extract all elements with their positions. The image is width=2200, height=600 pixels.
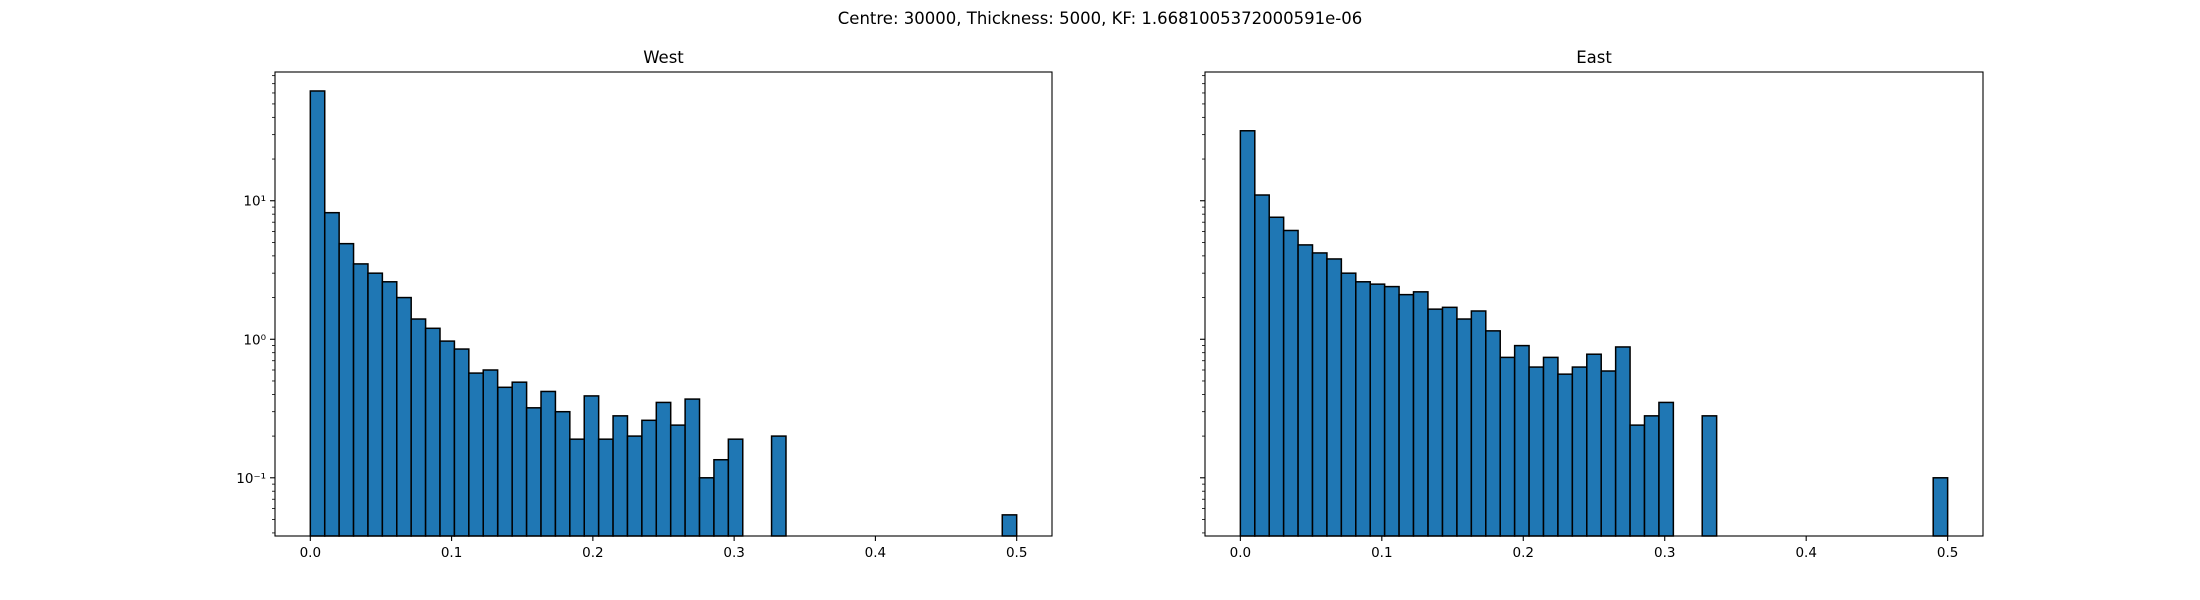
east-bar-0 [1239, 130, 1256, 537]
east-bar-18 [1499, 356, 1516, 537]
west-bar-6 [396, 296, 412, 537]
west-bar-8 [424, 327, 441, 537]
east-x-tick-label-0: 0.0 [1230, 545, 1251, 561]
west-bar-13 [497, 386, 513, 537]
west-x-tick-label-0: 0.0 [300, 545, 321, 561]
west-bar-2 [338, 242, 355, 537]
west-bar-11 [468, 372, 484, 537]
west-y-tick-label-0: 10⁻¹ [236, 471, 266, 487]
west-bar-18 [569, 438, 585, 537]
east-bar-11 [1398, 293, 1415, 537]
west-bar-16 [540, 390, 557, 537]
east-bar-8 [1355, 281, 1371, 537]
east-bar-2 [1268, 216, 1285, 537]
west-bar-29 [727, 438, 744, 537]
west-x-tick-label-4: 0.4 [865, 545, 886, 561]
west-bar-17 [554, 410, 571, 537]
east-bar-29 [1658, 401, 1675, 537]
east-bar-1 [1254, 194, 1270, 537]
east-bar-16 [1470, 310, 1487, 537]
east-bar-13 [1427, 308, 1444, 537]
west-x-tick-label-1: 0.1 [441, 545, 462, 561]
west-x-axis: 0.0 0.1 0.2 0.3 0.4 0.5 [300, 536, 1027, 561]
east-bar-20 [1528, 366, 1545, 537]
east-bar-9 [1369, 283, 1386, 537]
east-bar-10 [1383, 285, 1400, 537]
east-bar-6 [1326, 258, 1343, 537]
west-bar-12 [482, 369, 499, 537]
west-bar-26 [684, 398, 701, 537]
east-title: East [1576, 48, 1612, 67]
east-bars [1239, 130, 1949, 537]
east-x-tick-label-5: 0.5 [1937, 545, 1958, 561]
east-x-tick-label-1: 0.1 [1371, 545, 1392, 561]
west-y-tick-label-2: 10¹ [243, 194, 266, 210]
west-bar-5 [381, 281, 398, 537]
east-bar-5 [1311, 252, 1328, 537]
west-bar-19 [583, 395, 600, 537]
west-bar-15 [525, 407, 542, 537]
east-bar-17 [1485, 330, 1501, 537]
west-panel: 0.0 0.1 0.2 0.3 0.4 0.5 10⁻¹ 10⁰ 10¹ West [236, 48, 1053, 561]
east-bar-14 [1441, 306, 1458, 537]
east-bar-21 [1542, 356, 1559, 537]
east-bar-12 [1412, 291, 1429, 537]
west-y-tick-label-1: 10⁰ [243, 332, 266, 348]
west-bar-10 [453, 348, 470, 537]
west-x-tick-label-2: 0.2 [582, 545, 603, 561]
east-bar-26 [1614, 346, 1631, 537]
west-bar-4 [367, 272, 384, 537]
west-bar-28 [713, 458, 730, 537]
west-bar-23 [641, 419, 658, 537]
east-bar-7 [1340, 272, 1357, 537]
east-bar-4 [1297, 244, 1314, 537]
east-bar-24 [1586, 353, 1602, 537]
west-title: West [643, 48, 684, 67]
west-bar-22 [626, 435, 643, 537]
west-bar-21 [612, 415, 629, 537]
east-y-axis [1200, 75, 1205, 534]
east-bar-30 [1701, 415, 1718, 537]
west-axes-frame [274, 71, 1053, 537]
west-bars [309, 90, 1018, 537]
west-bar-20 [597, 438, 614, 537]
west-bar-3 [352, 263, 369, 537]
west-bar-7 [410, 318, 427, 537]
east-bar-22 [1557, 373, 1574, 537]
east-x-axis: 0.0 0.1 0.2 0.3 0.4 0.5 [1230, 536, 1958, 561]
figure-suptitle: Centre: 30000, Thickness: 5000, KF: 1.66… [838, 9, 1362, 28]
east-x-tick-label-2: 0.2 [1513, 545, 1534, 561]
west-bar-1 [323, 211, 340, 537]
west-x-tick-label-3: 0.3 [723, 545, 744, 561]
west-y-axis: 10⁻¹ 10⁰ 10¹ [236, 75, 275, 534]
west-bar-25 [669, 424, 686, 537]
east-axes-frame [1204, 71, 1984, 537]
west-x-tick-label-5: 0.5 [1006, 545, 1027, 561]
east-bar-15 [1456, 318, 1473, 537]
east-bar-25 [1600, 370, 1617, 537]
west-bar-31 [1001, 514, 1018, 537]
west-bar-30 [770, 435, 787, 537]
east-panel: 0.0 0.1 0.2 0.3 0.4 0.5 East [1200, 48, 1984, 561]
east-x-tick-label-4: 0.4 [1795, 545, 1816, 561]
west-bar-0 [309, 90, 326, 537]
east-bar-23 [1571, 366, 1588, 537]
west-bar-24 [655, 401, 672, 537]
east-bar-3 [1282, 229, 1299, 537]
east-bar-31 [1932, 477, 1949, 537]
east-x-tick-label-3: 0.3 [1654, 545, 1675, 561]
west-bar-27 [698, 477, 715, 537]
east-bar-19 [1513, 344, 1530, 537]
west-bar-14 [511, 381, 528, 537]
west-bar-9 [439, 340, 456, 537]
east-bar-28 [1643, 415, 1660, 537]
east-bar-27 [1629, 424, 1646, 537]
